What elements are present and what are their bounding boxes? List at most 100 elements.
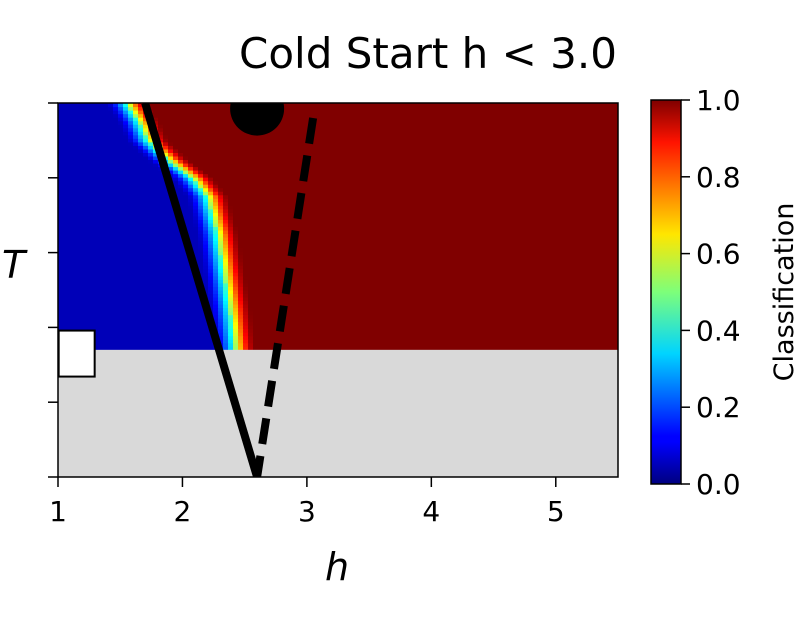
heatmap-cell bbox=[168, 222, 174, 228]
heatmap-cell bbox=[563, 194, 569, 199]
heatmap-cell bbox=[598, 244, 604, 249]
heatmap-cell bbox=[553, 219, 559, 224]
heatmap-cell bbox=[378, 342, 384, 347]
heatmap-cell bbox=[538, 304, 544, 309]
heatmap-cell bbox=[423, 219, 429, 224]
heatmap-cell bbox=[588, 222, 594, 228]
heatmap-cell bbox=[233, 321, 239, 326]
heatmap-cell bbox=[513, 229, 519, 235]
heatmap-cell bbox=[353, 282, 359, 287]
heatmap-cell bbox=[478, 233, 484, 238]
heatmap-cell bbox=[453, 226, 459, 231]
heatmap-cell bbox=[363, 282, 369, 287]
heatmap-cell bbox=[448, 233, 454, 238]
heatmap-cell bbox=[253, 244, 259, 249]
heatmap-cell bbox=[483, 332, 489, 337]
heatmap-cell bbox=[213, 265, 219, 270]
heatmap-cell bbox=[563, 247, 569, 252]
heatmap-cell bbox=[88, 268, 94, 273]
heatmap-cell bbox=[608, 212, 614, 217]
heatmap-cell bbox=[203, 194, 209, 199]
heatmap-cell bbox=[78, 272, 84, 277]
heatmap-cell bbox=[398, 328, 404, 333]
heatmap-cell bbox=[403, 325, 409, 330]
heatmap-cell bbox=[473, 268, 479, 273]
heatmap-cell bbox=[213, 233, 219, 238]
heatmap-cell bbox=[163, 254, 169, 259]
heatmap-cell bbox=[543, 346, 549, 351]
heatmap-cell bbox=[538, 251, 544, 256]
heatmap-cell bbox=[593, 229, 599, 235]
heatmap-cell bbox=[188, 300, 194, 305]
heatmap-cell bbox=[63, 205, 69, 210]
heatmap-cell bbox=[253, 311, 259, 316]
heatmap-cell bbox=[493, 328, 499, 333]
heatmap-cell bbox=[463, 222, 469, 228]
heatmap-cell bbox=[128, 286, 134, 291]
heatmap-cell bbox=[168, 244, 174, 249]
heatmap-cell bbox=[343, 261, 349, 266]
heatmap-cell bbox=[523, 300, 529, 305]
heatmap-cell bbox=[513, 325, 519, 330]
heatmap-cell bbox=[93, 265, 99, 270]
heatmap-cell bbox=[323, 247, 329, 252]
heatmap-cell bbox=[478, 265, 484, 270]
heatmap-cell bbox=[338, 328, 344, 333]
heatmap-cell bbox=[368, 240, 374, 245]
heatmap-cell bbox=[263, 282, 269, 287]
heatmap-cell bbox=[173, 293, 179, 298]
heatmap-cell bbox=[78, 265, 84, 270]
heatmap-cell bbox=[348, 240, 354, 245]
heatmap-cell bbox=[343, 265, 349, 270]
heatmap-cell bbox=[343, 215, 349, 220]
heatmap-cell bbox=[498, 286, 504, 291]
heatmap-cell bbox=[333, 328, 339, 333]
heatmap-cell bbox=[318, 307, 324, 312]
heatmap-cell bbox=[328, 279, 334, 284]
heatmap-cell bbox=[398, 304, 404, 309]
heatmap-cell bbox=[568, 240, 574, 245]
heatmap-cell bbox=[318, 222, 324, 228]
heatmap-cell bbox=[288, 293, 294, 298]
heatmap-cell bbox=[158, 222, 164, 228]
heatmap-cell bbox=[273, 335, 279, 340]
heatmap-cell bbox=[338, 311, 344, 316]
heatmap-cell bbox=[128, 191, 134, 196]
heatmap-cell bbox=[58, 296, 64, 302]
heatmap-cell bbox=[433, 279, 439, 284]
heatmap-cell bbox=[228, 219, 234, 224]
heatmap-cell bbox=[93, 314, 99, 319]
heatmap-cell bbox=[78, 201, 84, 206]
heatmap-cell bbox=[308, 304, 314, 309]
heatmap-cell bbox=[253, 268, 259, 273]
heatmap-cell bbox=[478, 254, 484, 259]
heatmap-cell bbox=[303, 222, 309, 228]
heatmap-cell bbox=[543, 254, 549, 259]
heatmap-cell bbox=[538, 229, 544, 235]
heatmap-cell bbox=[543, 258, 549, 263]
heatmap-cell bbox=[128, 282, 134, 287]
heatmap-cell bbox=[268, 226, 274, 231]
heatmap-cell bbox=[328, 258, 334, 263]
heatmap-cell bbox=[503, 339, 509, 344]
heatmap-cell bbox=[573, 321, 579, 326]
heatmap-cell bbox=[548, 339, 554, 344]
heatmap-cell bbox=[368, 275, 374, 280]
heatmap-cell bbox=[613, 268, 618, 273]
heatmap-cell bbox=[308, 205, 314, 210]
heatmap-cell bbox=[198, 335, 204, 340]
heatmap-cell bbox=[323, 300, 329, 305]
heatmap-cell bbox=[473, 247, 479, 252]
heatmap-cell bbox=[278, 222, 284, 228]
heatmap-cell bbox=[223, 282, 229, 287]
heatmap-cell bbox=[163, 268, 169, 273]
heatmap-cell bbox=[408, 335, 414, 340]
heatmap-cell bbox=[93, 311, 99, 316]
heatmap-cell bbox=[258, 205, 264, 210]
heatmap-cell bbox=[283, 254, 289, 259]
heatmap-cell bbox=[438, 194, 444, 199]
heatmap-cell bbox=[513, 208, 519, 213]
heatmap-cell bbox=[533, 268, 539, 273]
heatmap-cell bbox=[238, 275, 244, 280]
heatmap-cell bbox=[583, 265, 589, 270]
